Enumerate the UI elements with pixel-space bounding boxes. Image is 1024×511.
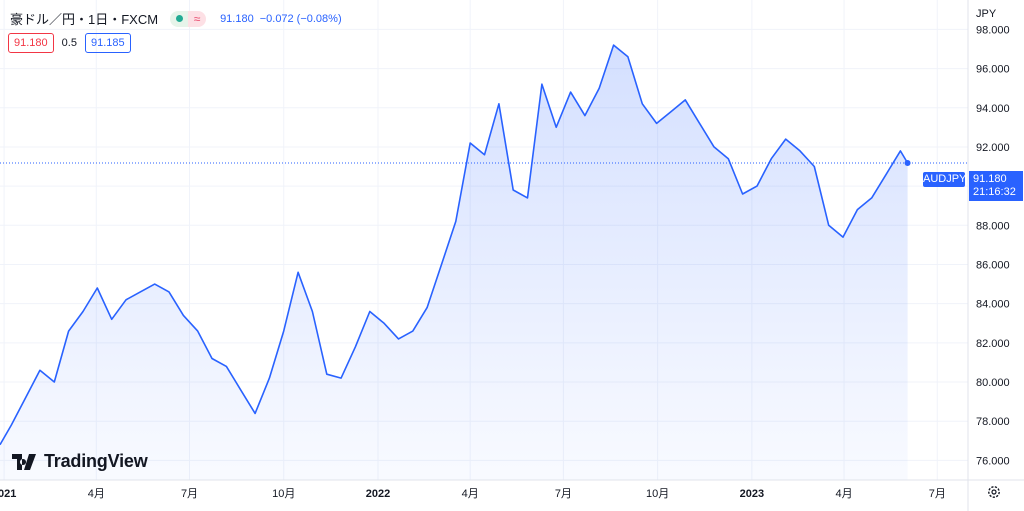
currency-selector[interactable]: JPY: [976, 8, 997, 20]
price-tick-label: 78.000: [976, 416, 1010, 428]
tradingview-logo-text: TradingView: [44, 451, 148, 471]
time-tick-label: 4月: [462, 488, 479, 500]
last-price-marker: [904, 160, 911, 167]
last-price: 91.180: [220, 12, 254, 25]
delayed-data-icon: ≈: [188, 10, 207, 27]
price-area-fill: [0, 45, 908, 480]
price-tick-label: 76.000: [976, 455, 1010, 467]
time-tick-label: 2022: [366, 488, 390, 500]
time-axis[interactable]: 2021 4月 7月 10月 2022 4月 7月 10月 2023 4月 7月: [0, 488, 946, 500]
time-tick-label: 2021: [0, 488, 16, 500]
time-tick-label: 7月: [929, 488, 946, 500]
price-tick-label: 80.000: [976, 377, 1010, 389]
price-tick-label: 86.000: [976, 259, 1010, 271]
time-tick-label: 7月: [555, 488, 572, 500]
symbol-title[interactable]: 豪ドル／円・1日・FXCM: [10, 12, 159, 27]
time-tick-label: 4月: [835, 488, 852, 500]
price-change: −0.072: [259, 12, 294, 25]
price-tick-label: 94.000: [976, 103, 1010, 115]
price-tick-label: 92.000: [976, 142, 1010, 154]
settings-gear-icon[interactable]: [987, 485, 1001, 499]
price-tick-label: 82.000: [976, 338, 1010, 350]
price-tick-label: 96.000: [976, 64, 1010, 76]
last-price-label: 91.180 21:16:32: [969, 171, 1023, 201]
tradingview-logo-icon: [12, 453, 36, 470]
time-tick-label: 10月: [272, 488, 295, 500]
spread-value: 0.5: [61, 37, 77, 49]
time-tick-label: 7月: [181, 488, 198, 500]
price-tick-label: 88.000: [976, 220, 1010, 232]
symbol-price-label: AUDJPY: [923, 172, 967, 187]
market-open-icon: [170, 10, 189, 27]
last-price-label-value: 91.180: [973, 173, 1007, 185]
price-line: [0, 44, 909, 446]
price-change-percent: (−0.08%): [296, 12, 342, 25]
price-axis[interactable]: 76.000 78.000 80.000 82.000 84.000 86.000 88.0…: [976, 24, 1010, 467]
buy-button[interactable]: 91.185: [84, 33, 131, 53]
sell-button[interactable]: 91.180: [8, 33, 54, 53]
time-tick-label: 4月: [88, 488, 105, 500]
time-tick-label: 2023: [740, 488, 764, 500]
tradingview-logo[interactable]: TradingView: [12, 451, 148, 472]
price-tick-label: 84.000: [976, 299, 1010, 311]
chart-legend: 豪ドル／円・1日・FXCM ≈ 91.180 −0.072 (−0.08%): [10, 9, 342, 28]
price-tick-label: 98.000: [976, 24, 1010, 36]
time-tick-label: 10月: [646, 488, 669, 500]
bar-countdown: 21:16:32: [973, 186, 1016, 198]
quote-panel: 91.180 0.5 91.185: [8, 33, 131, 53]
status-badges[interactable]: ≈: [170, 10, 207, 27]
